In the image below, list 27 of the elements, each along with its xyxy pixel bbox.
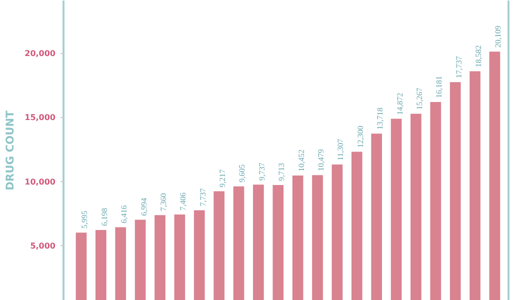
y-tick-label: 15,000	[24, 113, 56, 122]
data-label: 12,300	[356, 126, 365, 148]
data-label: 20,109	[494, 26, 503, 48]
data-label: 6,416	[120, 205, 129, 224]
data-label: 15,267	[414, 88, 424, 110]
data-label: 13,718	[376, 108, 385, 130]
data-label: 9,737	[257, 162, 266, 181]
data-label: 16,181	[434, 76, 444, 98]
data-label: 6,994	[139, 198, 148, 216]
data-label: 9,605	[238, 164, 247, 182]
data-label: 7,360	[158, 193, 168, 212]
data-label: 9,713	[277, 162, 286, 181]
data-label: 10,479	[316, 149, 326, 172]
data-label: 11,307	[336, 138, 346, 161]
y-tick-label: 5,000	[30, 241, 56, 250]
data-label: 14,872	[395, 92, 404, 115]
data-label: 6,198	[100, 208, 109, 226]
data-label: 18,582	[474, 45, 484, 68]
data-label: 9,217	[218, 169, 228, 188]
data-label: 7,406	[178, 192, 188, 211]
data-label: 5,995	[80, 210, 90, 229]
data-label: 17,737	[454, 56, 464, 78]
y-axis-title: DRUG COUNT	[4, 110, 17, 190]
data-label: 10,452	[296, 149, 306, 172]
y-tick-label: 20,000	[24, 49, 56, 58]
data-label: 7,737	[198, 188, 208, 206]
y-tick-label: 10,000	[24, 177, 56, 186]
